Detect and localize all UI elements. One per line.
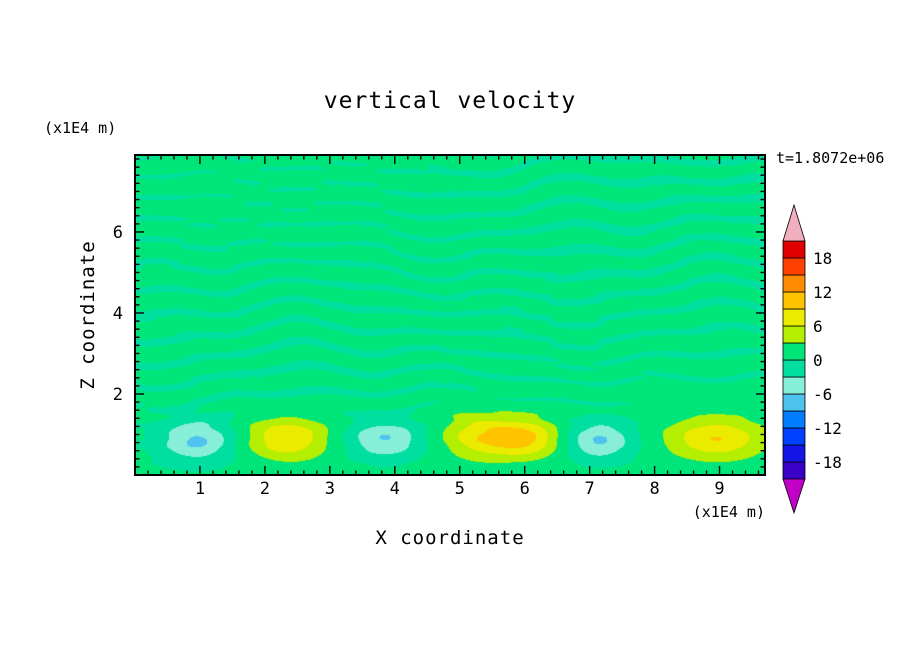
- x-tick-label: 8: [649, 479, 659, 499]
- z-tick-label: 6: [113, 223, 123, 243]
- colorbar-label: -6: [813, 385, 832, 404]
- colorbar-label: 12: [813, 283, 832, 302]
- x-tick-label: 7: [585, 479, 595, 499]
- colorbar-label: -12: [813, 419, 842, 438]
- x-axis-label: X coordinate: [375, 527, 525, 549]
- x-tick-label: 3: [325, 479, 335, 499]
- colorbar-label: 0: [813, 351, 823, 370]
- chart-title: vertical velocity: [323, 88, 577, 114]
- x-tick-label: 1: [195, 479, 205, 499]
- x-axis-unit-label: (x1E4 m): [692, 503, 765, 521]
- x-tick-label: 5: [455, 479, 465, 499]
- z-tick-label: 2: [113, 385, 123, 405]
- x-tick-label: 4: [390, 479, 400, 499]
- contour-field-canvas: [135, 155, 765, 475]
- colorbar: 18 12 6 0 -6 -12 -18: [782, 203, 842, 515]
- colorbar-label: 18: [813, 249, 832, 268]
- z-axis-label: Z coordinate: [77, 240, 99, 390]
- colorbar-label: -18: [813, 453, 842, 472]
- x-tick-label: 2: [260, 479, 270, 499]
- colorbar-label: 6: [813, 317, 823, 336]
- x-tick-label: 6: [520, 479, 530, 499]
- time-annotation: t=1.8072e+06: [776, 149, 885, 167]
- z-tick-label: 4: [113, 304, 123, 324]
- z-axis-unit-label: (x1E4 m): [44, 119, 117, 137]
- x-tick-label: 9: [714, 479, 724, 499]
